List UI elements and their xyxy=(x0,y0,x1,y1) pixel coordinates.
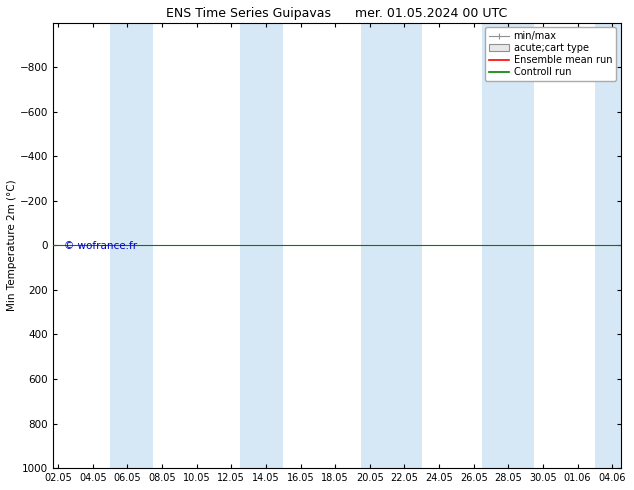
Bar xyxy=(361,23,422,468)
Title: ENS Time Series Guipavas      mer. 01.05.2024 00 UTC: ENS Time Series Guipavas mer. 01.05.2024… xyxy=(166,7,507,20)
Bar xyxy=(240,23,283,468)
Bar xyxy=(110,23,153,468)
Y-axis label: Min Temperature 2m (°C): Min Temperature 2m (°C) xyxy=(7,179,17,311)
Bar xyxy=(482,23,534,468)
Legend: min/max, acute;cart type, Ensemble mean run, Controll run: min/max, acute;cart type, Ensemble mean … xyxy=(486,27,616,81)
Bar xyxy=(595,23,630,468)
Text: © wofrance.fr: © wofrance.fr xyxy=(64,241,138,251)
